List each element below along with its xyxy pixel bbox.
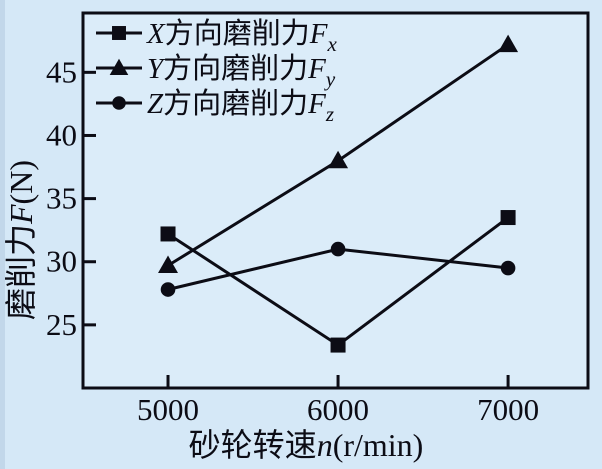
circle-marker <box>112 96 126 110</box>
legend-variable: F <box>309 18 328 50</box>
square-marker <box>160 226 176 242</box>
legend-direction: X <box>146 18 166 50</box>
legend-item: Z方向磨削力Fz <box>96 87 334 126</box>
left-edge-shade <box>0 0 5 469</box>
legend-item: Y方向磨削力Fy <box>96 52 336 91</box>
y-tick-label: 40 <box>46 117 77 152</box>
triangle-marker <box>109 58 129 75</box>
triangle-marker <box>498 34 519 53</box>
circle-marker <box>160 282 176 297</box>
x-axis-variable: n <box>317 427 333 463</box>
circle-marker <box>500 260 516 276</box>
legend-subscript: z <box>325 102 334 126</box>
y-axis-title-text: 磨削力 <box>3 224 39 320</box>
square-marker <box>500 210 516 226</box>
y-tick-label: 45 <box>46 54 77 89</box>
triangle-marker <box>158 255 179 274</box>
circle-marker <box>330 241 346 257</box>
legend-subscript: x <box>326 32 337 56</box>
x-tick-label: 6000 <box>307 392 369 427</box>
legend-direction: Y <box>147 53 166 85</box>
legend-body: 方向磨削力 <box>165 17 310 50</box>
square-marker <box>112 26 126 40</box>
y-axis-variable: F <box>3 204 39 225</box>
legend-label: Z方向磨削力Fz <box>147 87 334 126</box>
x-axis-title-text: 砂轮转速 <box>189 427 317 463</box>
legend-variable: F <box>307 88 326 120</box>
y-tick-label: 30 <box>46 244 77 279</box>
legend-label: Y方向磨削力Fy <box>147 52 336 91</box>
triangle-marker <box>328 150 349 169</box>
x-axis-title: 砂轮转速n(r/min) <box>189 427 424 463</box>
y-tick-label: 25 <box>46 307 77 342</box>
data-series <box>158 34 519 353</box>
legend-body: 方向磨削力 <box>163 87 308 120</box>
y-tick-label: 35 <box>46 181 77 216</box>
legend-subscript: y <box>324 67 336 91</box>
legend-label: X方向磨削力Fx <box>146 17 337 56</box>
x-tick-label: 5000 <box>137 392 199 427</box>
legend-item: X方向磨削力Fx <box>96 17 337 56</box>
legend-direction: Z <box>147 88 164 120</box>
x-axis-unit: (r/min) <box>333 427 424 463</box>
x-tick-label: 7000 <box>477 392 539 427</box>
y-axis-unit: (N) <box>3 160 39 204</box>
legend-variable: F <box>307 53 326 85</box>
square-marker <box>330 337 346 353</box>
legend-body: 方向磨削力 <box>163 52 308 85</box>
y-axis-title: 磨削力F(N) <box>3 160 39 320</box>
axis-ticks: 5000 6000 7000 25 30 35 40 45 <box>46 54 539 427</box>
plot-area <box>81 11 590 390</box>
